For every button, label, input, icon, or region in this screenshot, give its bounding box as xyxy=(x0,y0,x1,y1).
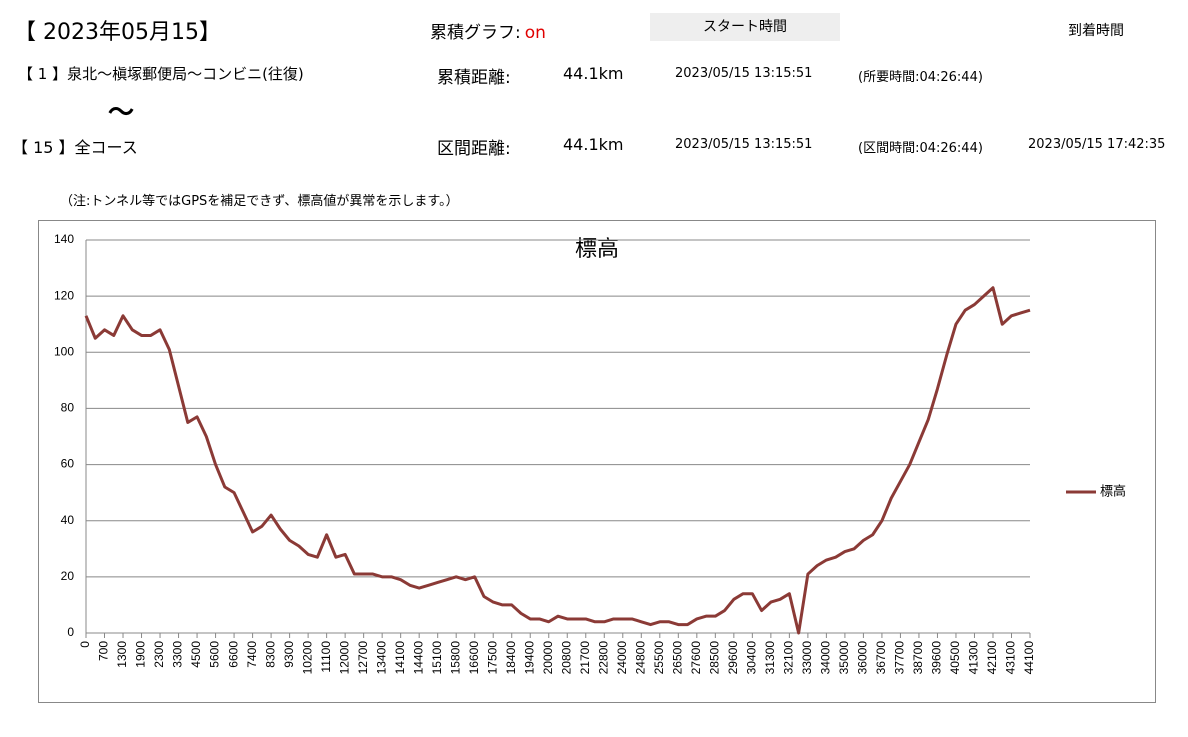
x-tick-label: 20800 xyxy=(559,641,573,675)
date: 【 2023年05月15】 xyxy=(14,20,221,45)
x-tick-label: 10200 xyxy=(300,641,314,675)
x-tick-label: 33000 xyxy=(800,641,814,675)
x-tick-label: 19400 xyxy=(522,641,536,675)
x-tick-label: 16600 xyxy=(467,641,481,675)
route-from: 【 1 】泉北～槇塚郵便局～コンビニ(往復) xyxy=(18,65,304,83)
x-tick-label: 7400 xyxy=(245,641,259,668)
x-tick-label: 29600 xyxy=(726,641,740,675)
x-tick-label: 25500 xyxy=(652,641,666,675)
section-label: 区間距離: xyxy=(437,139,511,159)
x-tick-label: 35000 xyxy=(837,641,851,675)
x-tick-label: 31300 xyxy=(763,641,777,675)
x-tick-label: 11100 xyxy=(319,641,333,673)
x-tick-label: 3300 xyxy=(171,641,185,668)
x-tick-label: 700 xyxy=(97,641,111,661)
x-tick-label: 39600 xyxy=(930,641,944,675)
y-tick-label: 100 xyxy=(54,344,74,358)
x-tick-label: 18400 xyxy=(504,641,518,675)
route-to: 【 15 】全コース xyxy=(12,138,138,157)
x-tick-label: 9300 xyxy=(282,641,296,668)
y-tick-label: 80 xyxy=(61,401,75,415)
total-start: 2023/05/15 13:15:51 xyxy=(675,66,813,81)
x-tick-label: 28500 xyxy=(708,641,722,675)
x-tick-label: 13400 xyxy=(374,641,388,675)
x-tick-label: 41300 xyxy=(967,641,981,675)
series-line xyxy=(84,286,1031,635)
x-tick-label: 43100 xyxy=(1004,641,1018,675)
x-tick-label: 24800 xyxy=(633,641,647,675)
y-tick-label: 60 xyxy=(61,457,75,471)
x-tick-label: 14100 xyxy=(393,641,407,675)
total-label: 累積距離: xyxy=(437,68,511,88)
y-tick-label: 140 xyxy=(54,232,74,246)
chart-frame xyxy=(38,220,1156,703)
x-tick-label: 26500 xyxy=(670,641,684,675)
x-tick-label: 36000 xyxy=(856,641,870,675)
start-label: スタート時間 xyxy=(650,13,840,41)
x-tick-label: 8300 xyxy=(263,641,277,668)
tilde: ～ xyxy=(108,98,135,128)
section-time: (区間時間:04:26:44) xyxy=(858,141,983,156)
x-tick-label: 32100 xyxy=(782,641,796,675)
graph-label-text: 累積グラフ: xyxy=(430,23,521,43)
y-tick-label: 120 xyxy=(54,288,74,302)
x-tick-label: 14400 xyxy=(411,641,425,675)
x-tick-label: 4500 xyxy=(189,641,203,668)
x-tick-label: 30400 xyxy=(745,641,759,675)
graph-label: 累積グラフ: on xyxy=(430,18,546,43)
x-tick-label: 24000 xyxy=(615,641,629,675)
x-tick-label: 0 xyxy=(78,641,92,648)
x-tick-label: 20000 xyxy=(541,641,555,675)
x-tick-label: 1900 xyxy=(134,641,148,668)
x-tick-label: 6600 xyxy=(226,641,240,668)
x-tick-label: 17500 xyxy=(485,641,499,675)
y-tick-label: 0 xyxy=(67,625,74,639)
x-tick-label: 15100 xyxy=(430,641,444,675)
section-arrival: 2023/05/15 17:42:35 xyxy=(1028,137,1166,152)
x-tick-label: 38700 xyxy=(911,641,925,675)
x-tick-label: 36700 xyxy=(874,641,888,675)
y-tick-label: 20 xyxy=(61,569,75,583)
total-distance: 44.1km xyxy=(563,64,624,83)
total-time: (所要時間:04:26:44) xyxy=(858,70,983,85)
x-tick-label: 37700 xyxy=(893,641,907,675)
x-tick-label: 27600 xyxy=(689,641,703,675)
x-tick-label: 21700 xyxy=(578,641,592,675)
y-tick-label: 40 xyxy=(61,513,75,527)
legend-label: 標高 xyxy=(1100,483,1126,498)
x-tick-label: 12000 xyxy=(337,641,351,675)
x-tick-label: 2300 xyxy=(152,641,166,668)
x-tick-label: 40500 xyxy=(948,641,962,675)
x-tick-label: 42100 xyxy=(985,641,999,675)
x-tick-label: 5600 xyxy=(208,641,222,668)
section-start: 2023/05/15 13:15:51 xyxy=(675,137,813,152)
x-tick-label: 22800 xyxy=(596,641,610,675)
x-tick-label: 15800 xyxy=(448,641,462,675)
x-tick-label: 1300 xyxy=(115,641,129,668)
x-tick-label: 44100 xyxy=(1022,641,1036,675)
x-tick-label: 34000 xyxy=(819,641,833,675)
section-distance: 44.1km xyxy=(563,135,624,154)
x-tick-label: 12700 xyxy=(356,641,370,675)
arrival-label: 到着時間 xyxy=(1068,23,1124,39)
note: （注:トンネル等ではGPSを補足できず、標高値が異常を示します。） xyxy=(60,194,459,209)
graph-state: on xyxy=(524,23,546,43)
